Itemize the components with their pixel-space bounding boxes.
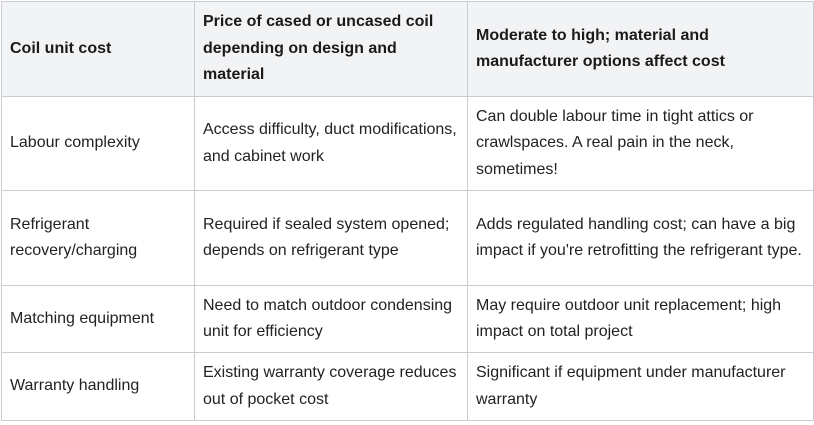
cell-factor: Refrigerant recovery/charging: [1, 190, 195, 286]
table-row: Matching equipment Need to match outdoor…: [1, 285, 814, 353]
table-body: Labour complexity Access difficulty, duc…: [1, 96, 814, 421]
cell-description: Required if sealed system opened; depend…: [194, 190, 468, 286]
cell-impact: Significant if equipment under manufactu…: [467, 352, 814, 421]
cell-description: Access difficulty, duct modifications, a…: [194, 96, 468, 191]
cell-factor: Labour complexity: [1, 96, 195, 191]
table-row: Warranty handling Existing warranty cove…: [1, 352, 814, 421]
table-header: Coil unit cost Price of cased or uncased…: [1, 1, 814, 97]
header-cell-impact: Moderate to high; material and manufactu…: [467, 1, 814, 97]
cell-description: Need to match outdoor condensing unit fo…: [194, 285, 468, 353]
cell-impact: Adds regulated handling cost; can have a…: [467, 190, 814, 286]
cell-factor: Matching equipment: [1, 285, 195, 353]
header-cell-description: Price of cased or uncased coil depending…: [194, 1, 468, 97]
cell-factor: Warranty handling: [1, 352, 195, 421]
cell-impact: Can double labour time in tight attics o…: [467, 96, 814, 191]
header-row: Coil unit cost Price of cased or uncased…: [1, 1, 814, 97]
table-row: Refrigerant recovery/charging Required i…: [1, 190, 814, 286]
header-cell-factor: Coil unit cost: [1, 1, 195, 97]
table-row: Labour complexity Access difficulty, duc…: [1, 96, 814, 191]
cell-description: Existing warranty coverage reduces out o…: [194, 352, 468, 421]
cell-impact: May require outdoor unit replacement; hi…: [467, 285, 814, 353]
